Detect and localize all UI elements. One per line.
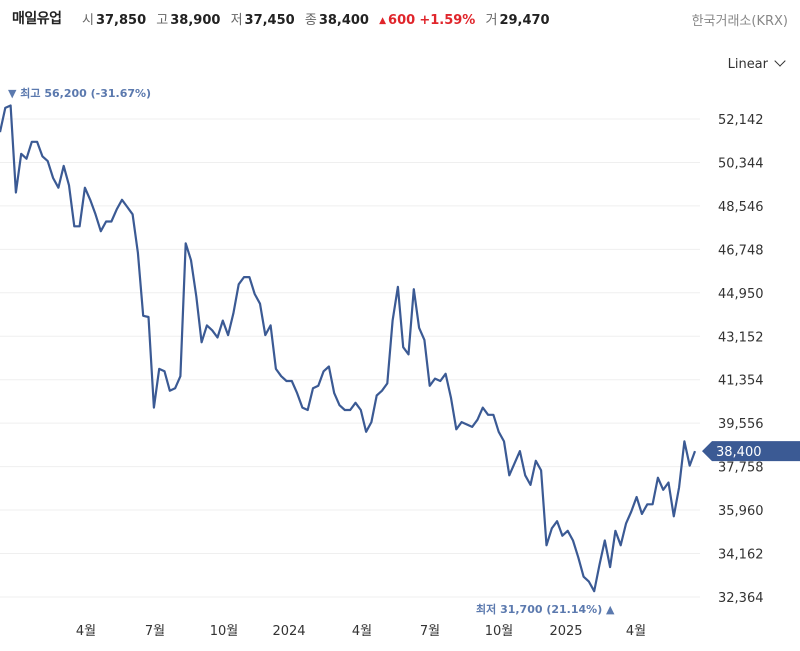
quote-header: 매일유업 시 37,850 고 38,900 저 37,450 종 38,400 ▲ 60… — [0, 0, 800, 36]
y-tick-label: 50,344 — [718, 156, 764, 171]
x-tick-label: 10월 — [485, 624, 514, 639]
x-tick-label: 10월 — [210, 624, 239, 639]
close-value: 38,400 — [318, 13, 369, 28]
scale-label: Linear — [727, 57, 768, 72]
close-label: 종 — [304, 13, 317, 28]
x-tick-label: 7월 — [420, 624, 440, 639]
scale-dropdown[interactable]: Linear — [727, 55, 786, 72]
high-label: 고 — [156, 13, 169, 28]
y-tick-label: 43,152 — [718, 330, 764, 345]
price-line — [0, 104, 697, 593]
low-label: 저 — [230, 13, 243, 28]
x-tick-label: 4월 — [626, 624, 646, 639]
volume-value: 29,470 — [499, 13, 550, 28]
volume-label: 거 — [485, 13, 498, 28]
up-triangle-icon: ▲ — [379, 16, 387, 26]
current-price-label: 38,400 — [716, 445, 762, 460]
exchange-name: 한국거래소(KRX) — [691, 14, 788, 29]
change-value: 600 — [388, 13, 416, 28]
y-tick-label: 48,546 — [718, 200, 764, 215]
x-tick-label: 2025 — [549, 624, 582, 639]
current-price-tag — [702, 441, 800, 462]
x-tick-label: 4월 — [76, 624, 96, 639]
quote-summary: 시 37,850 고 38,900 저 37,450 종 38,400 ▲ 600 +1.… — [82, 9, 556, 28]
x-tick-label: 7월 — [145, 624, 165, 639]
y-tick-label: 39,556 — [718, 417, 764, 432]
y-tick-label: 46,748 — [718, 243, 764, 258]
y-tick-label: 52,142 — [718, 113, 764, 128]
open-label: 시 — [82, 13, 94, 28]
y-tick-label: 34,162 — [718, 548, 764, 563]
low-value: 37,450 — [244, 13, 295, 28]
y-tick-label: 37,758 — [718, 461, 764, 476]
x-tick-label: 4월 — [352, 624, 372, 639]
open-value: 37,850 — [95, 13, 147, 28]
x-tick-label: 2024 — [272, 624, 305, 639]
y-tick-label: 41,354 — [718, 374, 764, 389]
stock-name: 매일유업 — [12, 11, 62, 27]
high-value: 38,900 — [170, 13, 221, 28]
low-annotation: 최저 31,700 (21.14%) ▲ — [476, 602, 615, 616]
y-tick-label: 35,960 — [718, 504, 764, 519]
change-percent: +1.59% — [419, 13, 476, 28]
high-annotation: ▼ 최고 56,200 (-31.67%) — [8, 86, 151, 100]
y-tick-label: 32,364 — [718, 591, 764, 606]
y-tick-label: 44,950 — [718, 287, 764, 302]
